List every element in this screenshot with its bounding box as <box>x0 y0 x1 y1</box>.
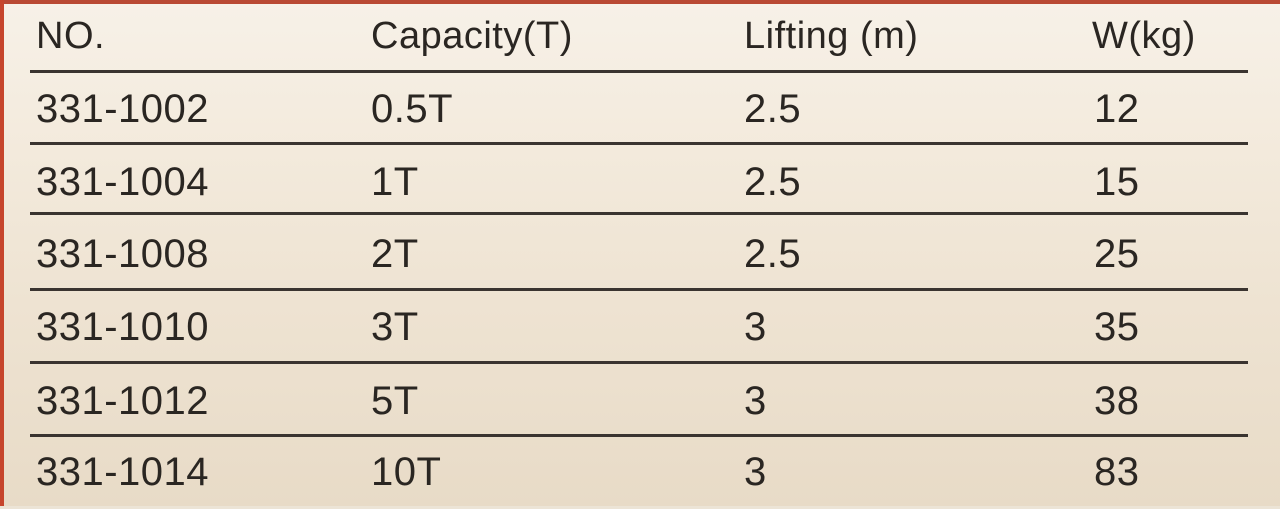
cell-lifting: 2.5 <box>744 87 802 131</box>
table-row: 331-1012 5T 3 38 <box>0 365 1280 438</box>
cell-no: 331-1004 <box>36 160 210 204</box>
cell-lifting: 2.5 <box>744 160 802 204</box>
table-header-row: NO. Capacity(T) Lifting (m) W(kg) <box>0 0 1280 73</box>
cell-capacity: 2T <box>371 232 419 276</box>
row-divider <box>30 142 1248 145</box>
cell-weight: 83 <box>1094 450 1140 494</box>
cell-capacity: 1T <box>371 160 419 204</box>
cell-weight: 12 <box>1094 87 1140 131</box>
row-divider <box>30 361 1248 364</box>
cell-lifting: 3 <box>744 305 767 349</box>
row-divider <box>30 288 1248 291</box>
table-row: 331-1014 10T 3 83 <box>0 436 1280 509</box>
cell-lifting: 3 <box>744 450 767 494</box>
header-weight: W(kg) <box>1092 15 1196 57</box>
header-lifting: Lifting (m) <box>744 15 919 57</box>
header-divider <box>30 70 1248 73</box>
header-no: NO. <box>36 15 106 57</box>
row-divider <box>30 212 1248 215</box>
cell-no: 331-1002 <box>36 87 210 131</box>
cell-weight: 15 <box>1094 160 1140 204</box>
cell-capacity: 3T <box>371 305 419 349</box>
header-capacity: Capacity(T) <box>371 15 573 57</box>
cell-no: 331-1010 <box>36 305 210 349</box>
cell-capacity: 5T <box>371 379 419 423</box>
table-row: 331-1010 3T 3 35 <box>0 291 1280 364</box>
cell-capacity: 10T <box>371 450 442 494</box>
table-row: 331-1008 2T 2.5 25 <box>0 218 1280 291</box>
cell-lifting: 2.5 <box>744 232 802 276</box>
table-row: 331-1002 0.5T 2.5 12 <box>0 73 1280 146</box>
top-edge-band <box>0 0 1280 4</box>
cell-no: 331-1012 <box>36 379 210 423</box>
table-row: 331-1004 1T 2.5 15 <box>0 146 1280 219</box>
cell-no: 331-1014 <box>36 450 210 494</box>
cell-weight: 35 <box>1094 305 1140 349</box>
cell-lifting: 3 <box>744 379 767 423</box>
left-edge-band <box>0 0 4 506</box>
cell-capacity: 0.5T <box>371 87 454 131</box>
row-divider <box>30 434 1248 437</box>
cell-weight: 38 <box>1094 379 1140 423</box>
cell-weight: 25 <box>1094 232 1140 276</box>
cell-no: 331-1008 <box>36 232 210 276</box>
